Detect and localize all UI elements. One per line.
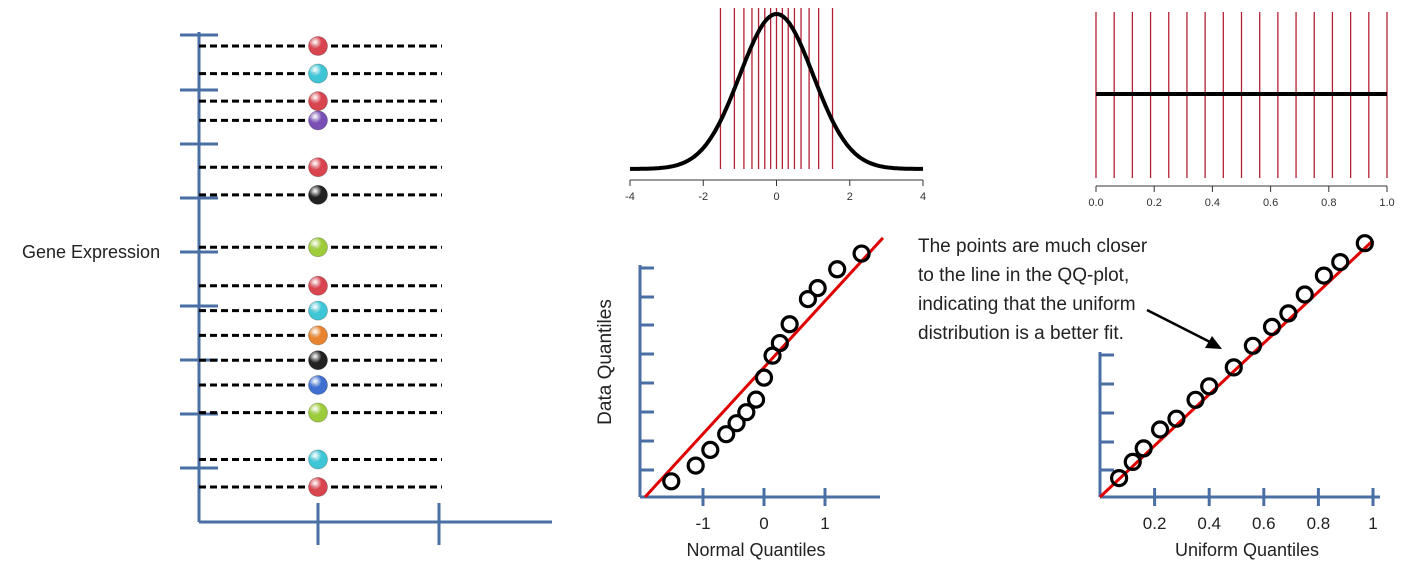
x-tick-label: 0.6: [1252, 514, 1276, 533]
data-point: [308, 477, 328, 497]
data-point: [308, 237, 328, 258]
qq-point: [1243, 336, 1262, 355]
uniform-qq-plot: 0.2 0.4 0.6 0.8 1: [1098, 234, 1380, 533]
data-point: [308, 110, 328, 131]
data-point: [308, 157, 328, 178]
qq-point: [737, 403, 756, 422]
qq-point: [1279, 304, 1298, 323]
qq-point: [1123, 452, 1142, 471]
data-point: [308, 275, 328, 296]
qq-point: [1150, 420, 1170, 439]
x-tick-label: 1: [1368, 514, 1377, 533]
data-point: [308, 449, 328, 470]
data-point: [308, 375, 328, 395]
x-tick-label: 0: [773, 191, 779, 203]
data-point: [308, 300, 328, 321]
qq-point: [808, 279, 827, 298]
x-tick-label: -4: [625, 191, 635, 203]
qq-point: [717, 425, 736, 444]
annotation-line: to the line in the QQ-plot,: [918, 265, 1129, 286]
data-point: [308, 91, 328, 112]
data-point: [308, 36, 328, 56]
qq-point: [1331, 253, 1350, 272]
x-tick-label: 0.8: [1307, 514, 1331, 533]
x-tick-label: 0.2: [1147, 197, 1162, 209]
qq-point: [1224, 358, 1243, 377]
annotation-line: indicating that the uniform: [918, 294, 1136, 315]
x-tick-label: 0: [759, 514, 768, 533]
uniform-density-plot: 0.0 0.2 0.4 0.6 0.8 1.0: [1088, 12, 1395, 209]
qq-point: [754, 368, 774, 387]
annotation-line: distribution is a better fit.: [918, 323, 1124, 344]
x-tick-label: 0.6: [1263, 197, 1278, 209]
x-tick-label: 2: [847, 191, 853, 203]
qq-point: [1262, 317, 1282, 336]
qq-point: [798, 290, 818, 309]
annotation-text: The points are much closer to the line i…: [918, 236, 1148, 344]
data-point: [308, 184, 328, 205]
normal-qq-plot: -1 0 1: [638, 236, 885, 533]
x-tick-label: -2: [698, 191, 708, 203]
qq-point: [1314, 266, 1333, 285]
qq-point: [1295, 285, 1314, 304]
qq-point: [828, 260, 847, 279]
qq-point: [770, 333, 789, 353]
x-tick-label: 0.2: [1143, 514, 1167, 533]
x-tick-label: 0.8: [1321, 197, 1336, 209]
qq-point: [1200, 377, 1219, 396]
qq-point: [686, 456, 705, 475]
density-curve: [630, 11, 923, 171]
qq-point: [780, 315, 799, 334]
qq-point: [746, 390, 766, 409]
qq-point: [852, 244, 871, 263]
data-point: [308, 402, 328, 423]
gene-expression-strip-plot: [180, 32, 552, 545]
data-point: [308, 325, 328, 346]
reference-line: [643, 236, 885, 499]
x-tick-label: 1: [820, 514, 829, 533]
normal-qq-ylabel: Data Quantiles: [595, 299, 616, 425]
annotation-arrow: [1146, 308, 1222, 349]
x-tick-label: 0.0: [1088, 197, 1103, 209]
qq-point: [1355, 234, 1374, 253]
annotation-line: The points are much closer: [918, 236, 1148, 257]
x-tick-label: -1: [695, 514, 710, 533]
qq-point: [701, 440, 720, 459]
qq-point: [1110, 469, 1129, 488]
x-tick-label: 1.0: [1379, 197, 1394, 209]
gene-expression-label: Gene Expression: [22, 242, 160, 262]
qq-point: [1186, 390, 1205, 409]
qq-point: [1167, 409, 1186, 428]
data-point: [308, 63, 328, 84]
normal-qq-xlabel: Normal Quantiles: [686, 540, 825, 560]
qq-point: [727, 414, 746, 433]
x-tick-label: 0.4: [1205, 197, 1220, 209]
qq-point: [1134, 439, 1153, 458]
data-point: [308, 350, 328, 371]
uniform-qq-xlabel: Uniform Quantiles: [1175, 540, 1319, 560]
normal-density-plot: -4 -2 0 2 4: [625, 8, 926, 203]
x-tick-label: 0.4: [1197, 514, 1221, 533]
qq-point: [662, 472, 681, 491]
x-tick-label: 4: [920, 191, 926, 203]
